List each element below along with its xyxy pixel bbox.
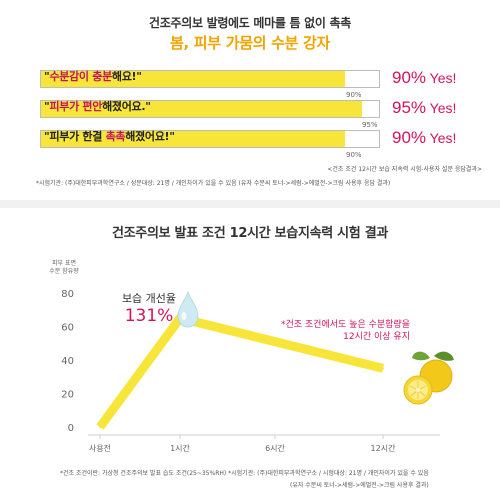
data-point <box>382 367 384 370</box>
water-drop-icon <box>177 291 199 328</box>
section-divider <box>0 200 500 208</box>
survey-bar-fill <box>41 101 363 117</box>
x-tick-label: 6시간 <box>265 443 285 453</box>
y-tick-label: 60 <box>61 323 74 334</box>
chart-y-axis: 0 20 40 60 80 <box>61 289 74 434</box>
data-point <box>99 426 101 428</box>
y-tick-label: 40 <box>61 356 74 367</box>
survey-bar-label: "피부가 한결 촉촉해졌어요!" <box>44 130 175 143</box>
chart-ylabel-line1: 피부 표면 <box>52 259 76 267</box>
citron-fruit-icon <box>403 351 454 405</box>
survey-bar-track <box>40 130 380 148</box>
x-tick-label: 12시간 <box>371 443 397 453</box>
survey-bar-mark: 90% <box>346 91 362 99</box>
annotation-value: 131% <box>125 306 174 326</box>
survey-bar-fill <box>41 131 346 147</box>
survey-bar-mark: 95% <box>362 121 378 129</box>
annotation-note-line1: *건조 조건에서도 높은 수분함량을 <box>281 318 410 330</box>
y-tick-label: 0 <box>68 423 74 434</box>
survey-bar-label: "피부가 편안해졌어요." <box>44 100 151 113</box>
survey-row-2: "피부가 편안해졌어요." 95% 95% Yes! <box>40 98 480 129</box>
chart-x-axis: 사용전 1시간 6시간 12시간 <box>89 435 396 453</box>
survey-bar-label: "수분감이 충분해요!" <box>44 70 142 83</box>
survey-bar-track <box>40 100 380 118</box>
survey-row-3: "피부가 한결 촉촉해졌어요!" 90% 90% Yes! <box>40 128 480 159</box>
x-tick-label: 1시간 <box>170 443 190 453</box>
chart-title: 건조주의보 발표 조건 12시간 보습지속력 시험 결과 <box>111 226 389 241</box>
x-tick-label: 사용전 <box>89 443 111 453</box>
survey-note-detail: *시험기관: (주)대한피부과학연구소 / 성분대상: 21명 / 개인차이가 … <box>36 180 391 187</box>
survey-bar-mark: 90% <box>346 151 362 159</box>
y-tick-label: 80 <box>61 289 74 300</box>
annotation-note-line2: 12시간 이상 유지 <box>343 331 410 342</box>
survey-result: 95% Yes! <box>392 98 457 117</box>
footer-note-line1: *건조 조건이란: 가상청 건조주의보 발표 습도 조건(25~35%RH) *… <box>60 470 429 477</box>
survey-result: 90% Yes! <box>392 128 457 147</box>
chart-series-line <box>96 313 385 430</box>
survey-note-title: <건조 조건 12시간 보습 지속력 시험-사용자 설문 응답결과> <box>327 166 482 173</box>
survey-bar-track <box>40 70 380 88</box>
survey-bar-fill <box>41 71 346 87</box>
moisture-line-chart: 피부 표면 수분 함유량 0 20 40 60 80 사용전 1시간 6시간 12시간 보습 … <box>49 259 454 453</box>
header-sub-text: 봄, 피부 가뭄의 수분 강자 <box>169 34 331 52</box>
chart-ylabel-line2: 수분 함유량 <box>49 267 79 275</box>
survey-row-1: "수분감이 충분해요!" 90% 90% Yes! <box>40 68 480 99</box>
y-tick-label: 20 <box>61 390 74 401</box>
annotation-title: 보습 개선율 <box>122 292 176 305</box>
header-main-text: 건조주의보 발령에도 메마를 틈 없이 촉촉 <box>149 16 351 30</box>
survey-result: 90% Yes! <box>392 68 457 87</box>
footer-note-line2: (유자 수분씨 토너->세럼->에멀전->크림 사용후 결과) <box>290 482 429 489</box>
